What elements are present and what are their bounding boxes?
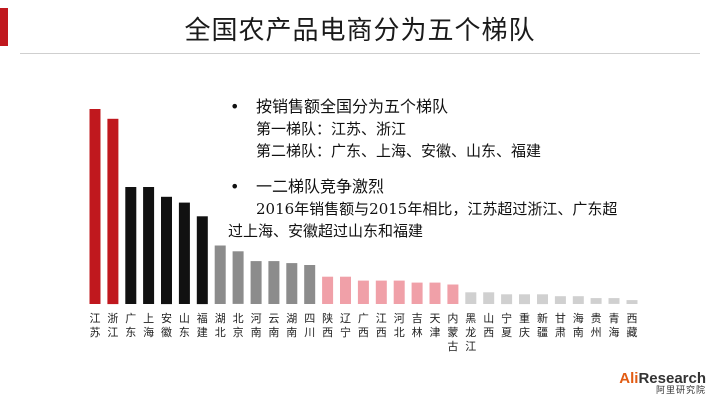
bullet-2: • 一二梯队竞争激烈 bbox=[228, 176, 698, 198]
bar-甘肃 bbox=[554, 296, 566, 304]
bar-贵州 bbox=[590, 298, 602, 304]
bullet-1-line-1: 第一梯队：江苏、浙江 bbox=[256, 120, 407, 138]
x-tick-label-江苏: 江苏 bbox=[90, 312, 101, 339]
x-tick-label-河北: 河北 bbox=[394, 312, 405, 339]
logo-wordmark: AliResearch bbox=[619, 370, 706, 387]
bar-上海 bbox=[143, 187, 155, 304]
bar-西藏 bbox=[626, 300, 638, 304]
x-tick-label-上海: 上海 bbox=[143, 312, 154, 339]
x-tick-label-山西: 山西 bbox=[483, 312, 494, 339]
aliresearch-logo: AliResearch 阿里研究院 bbox=[619, 370, 706, 397]
bar-辽宁 bbox=[340, 276, 351, 304]
title-divider bbox=[20, 53, 700, 54]
logo-subtitle: 阿里研究院 bbox=[655, 386, 706, 396]
bar-海南 bbox=[572, 296, 584, 304]
x-tick-label-黑龙江: 黑龙江 bbox=[465, 312, 476, 353]
bullet-1-text: 按销售额全国分为五个梯队 bbox=[256, 97, 449, 116]
bar-浙江 bbox=[107, 118, 119, 305]
x-tick-label-福建: 福建 bbox=[197, 311, 208, 339]
bar-山西 bbox=[483, 292, 495, 304]
x-tick-label-天津: 天津 bbox=[430, 312, 441, 339]
x-tick-label-宁夏: 宁夏 bbox=[501, 311, 512, 339]
bullet-dot: • bbox=[230, 97, 240, 116]
x-tick-label-陕西: 陕西 bbox=[322, 311, 333, 339]
x-tick-label-贵州: 贵州 bbox=[591, 312, 602, 339]
x-tick-label-重庆: 重庆 bbox=[519, 311, 530, 339]
bar-北京 bbox=[232, 251, 244, 304]
bar-重庆 bbox=[519, 294, 530, 305]
x-tick-label-安徽: 安徽 bbox=[161, 311, 172, 339]
bar-天津 bbox=[429, 282, 441, 304]
bullet-1-line-2: 第二梯队：广东、上海、安徽、山东、福建 bbox=[256, 142, 542, 160]
x-tick-label-广东: 广东 bbox=[125, 312, 136, 339]
x-tick-label-西藏: 西藏 bbox=[627, 312, 638, 339]
x-tick-label-广西: 广西 bbox=[358, 312, 369, 339]
bar-陕西 bbox=[322, 276, 334, 304]
x-tick-label-新疆: 新疆 bbox=[537, 311, 548, 339]
x-tick-label-山东: 山东 bbox=[179, 312, 190, 339]
bar-宁夏 bbox=[501, 294, 513, 305]
bar-山东 bbox=[178, 202, 190, 304]
bar-新疆 bbox=[537, 294, 548, 305]
bar-内蒙古 bbox=[447, 284, 459, 304]
accent-bar bbox=[0, 8, 8, 46]
bar-云南 bbox=[268, 261, 280, 304]
x-tick-label-江西: 江西 bbox=[376, 312, 387, 339]
bullet-dot: • bbox=[230, 177, 240, 196]
x-tick-label-青海: 青海 bbox=[609, 312, 620, 339]
page-title: 全国农产品电商分为五个梯队 bbox=[184, 16, 536, 46]
bar-福建 bbox=[196, 216, 208, 305]
logo-ali: Ali bbox=[619, 370, 639, 387]
x-tick-label-海南: 海南 bbox=[573, 311, 584, 339]
x-tick-label-云南: 云南 bbox=[268, 312, 279, 339]
bar-广西 bbox=[357, 280, 369, 304]
bar-吉林 bbox=[411, 282, 423, 304]
x-tick-label-辽宁: 辽宁 bbox=[340, 312, 351, 339]
bar-湖南 bbox=[286, 263, 298, 304]
bar-安徽 bbox=[161, 196, 172, 305]
x-tick-label-吉林: 吉林 bbox=[412, 312, 423, 339]
logo-research: Research bbox=[638, 370, 706, 387]
x-tick-label-北京: 北京 bbox=[233, 312, 244, 339]
x-tick-label-四川: 四川 bbox=[304, 312, 315, 339]
bar-湖北 bbox=[214, 245, 226, 304]
x-tick-label-甘肃: 甘肃 bbox=[555, 312, 566, 339]
bar-江苏 bbox=[89, 109, 101, 304]
bar-广东 bbox=[125, 187, 137, 304]
bullet-2-text: 一二梯队竞争激烈 bbox=[256, 177, 385, 196]
bullet-list: • 按销售额全国分为五个梯队 第一梯队：江苏、浙江 第二梯队：广东、上海、安徽、… bbox=[228, 96, 698, 242]
bar-河北 bbox=[393, 280, 405, 304]
bullet-2-line-1: 2016年销售额与2015年相比，江苏超过浙江、广东超 bbox=[256, 200, 618, 218]
x-tick-label-浙江: 浙江 bbox=[107, 312, 118, 339]
x-tick-label-河南: 河南 bbox=[251, 312, 262, 339]
x-tick-label-内蒙古: 内蒙古 bbox=[447, 311, 458, 353]
x-tick-label-湖南: 湖南 bbox=[286, 312, 297, 339]
bar-四川 bbox=[304, 265, 316, 304]
bar-江西 bbox=[375, 280, 387, 304]
bar-黑龙江 bbox=[465, 292, 477, 304]
x-tick-label-湖北: 湖北 bbox=[215, 312, 226, 339]
bar-青海 bbox=[608, 298, 620, 304]
bullet-2-line-2: 过上海、安徽超过山东和福建 bbox=[228, 222, 424, 240]
bullet-1: • 按销售额全国分为五个梯队 bbox=[228, 96, 698, 118]
bar-河南 bbox=[250, 261, 262, 304]
